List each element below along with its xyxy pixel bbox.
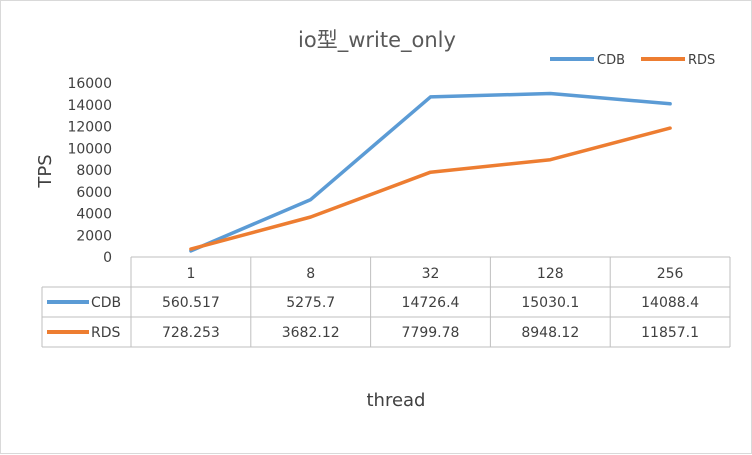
y-tick-label: 16000 [67,76,112,92]
y-tick-label: 10000 [67,141,112,157]
x-tick-label: 32 [422,266,440,282]
y-tick-label: 4000 [76,207,112,223]
y-tick-label: 12000 [67,120,112,136]
y-tick-label: 6000 [76,185,112,201]
series-lines [189,91,672,253]
data-table: 1 8 32 128 256 CDB 560.517 5275.7 14726.4 15030.1… [41,256,731,348]
data-label: 11857.1 [641,325,699,341]
legend-label: CDB [597,53,625,68]
x-axis-title: thread [366,390,425,411]
chart-title: io型_write_only [298,28,456,53]
legend: CDB RDS [550,53,715,68]
series-line-cdb [189,91,672,253]
data-label: 15030.1 [521,295,579,311]
legend-label: RDS [688,53,715,68]
data-label: 8948.12 [521,325,579,341]
data-label: 14726.4 [402,295,460,311]
y-tick-label: 8000 [76,163,112,179]
data-label: 560.517 [162,295,220,311]
x-tick-label: 256 [657,266,684,282]
data-label: 728.253 [162,325,220,341]
data-label: 7799.78 [402,325,460,341]
y-tick-label: 0 [103,250,112,266]
y-tick-label: 14000 [67,98,112,114]
table-row-label: CDB [91,295,121,311]
y-axis-title: TPS [35,154,56,188]
data-label: 5275.7 [286,295,335,311]
x-tick-label: 8 [306,266,315,282]
series-line-rds [189,126,672,251]
x-tick-label: 1 [186,266,195,282]
y-axis-ticks: 0 2000 4000 6000 8000 10000 12000 14000 16000 [67,76,112,266]
data-label: 14088.4 [641,295,699,311]
data-label: 3682.12 [282,325,340,341]
x-tick-label: 128 [537,266,564,282]
table-row-label: RDS [91,325,121,341]
y-tick-label: 2000 [76,228,112,244]
